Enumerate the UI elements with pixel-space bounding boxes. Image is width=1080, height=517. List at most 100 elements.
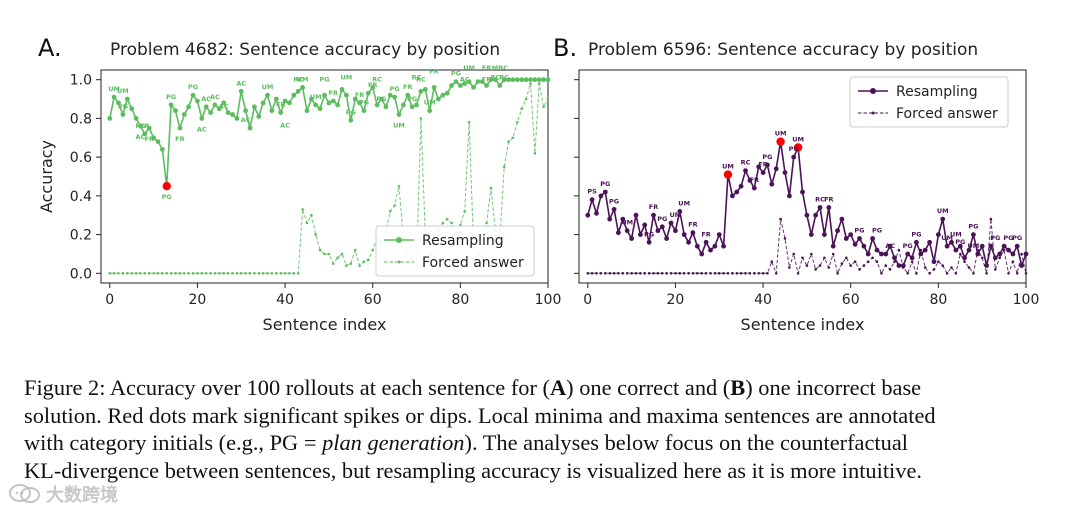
data-point-resampling xyxy=(773,166,779,172)
data-point-resampling xyxy=(681,232,687,238)
data-point-resampling xyxy=(203,104,209,110)
data-point-resampling xyxy=(396,112,402,117)
data-point-forced-answer xyxy=(827,266,831,269)
chart-title: Problem 4682: Sentence accuracy by posit… xyxy=(110,40,500,60)
data-point-resampling xyxy=(383,104,389,110)
data-point-resampling xyxy=(979,243,985,249)
point-annotation: PG xyxy=(955,238,965,246)
point-annotation: PG xyxy=(903,242,913,250)
data-point-forced-answer xyxy=(954,272,958,275)
data-point-forced-answer xyxy=(682,272,686,275)
data-point-forced-answer xyxy=(884,264,888,267)
data-point-resampling xyxy=(195,98,200,104)
point-annotation: FR xyxy=(758,161,767,169)
data-point-resampling xyxy=(344,92,349,98)
caption-segment: Figure 2: Accuracy over 100 rollouts at … xyxy=(24,375,550,400)
point-annotation: PG xyxy=(657,215,667,223)
data-point-resampling xyxy=(287,100,292,106)
data-point-forced-answer xyxy=(766,272,769,275)
point-annotation: PG xyxy=(188,83,198,91)
data-point-resampling xyxy=(387,92,393,98)
data-point-resampling xyxy=(1006,247,1011,253)
data-point-forced-answer xyxy=(117,272,120,275)
data-point-resampling xyxy=(756,164,762,170)
point-annotation: RC xyxy=(815,195,825,203)
data-point-forced-answer xyxy=(367,258,370,262)
data-point-resampling xyxy=(471,85,476,90)
data-point-resampling xyxy=(273,96,279,102)
point-annotation: UM xyxy=(108,85,120,93)
data-point-forced-answer xyxy=(174,272,177,275)
data-point-resampling xyxy=(629,236,634,241)
data-point-forced-answer xyxy=(288,272,291,275)
data-point-resampling xyxy=(791,154,797,160)
data-point-resampling xyxy=(751,185,757,191)
data-point-forced-answer xyxy=(507,140,510,143)
point-annotation: UM xyxy=(678,199,690,207)
data-point-forced-answer xyxy=(397,184,401,188)
data-point-resampling xyxy=(405,92,411,98)
data-point-forced-answer xyxy=(345,264,348,267)
data-point-resampling xyxy=(703,239,709,245)
data-point-resampling xyxy=(409,104,415,110)
y-tick-label: 0.8 xyxy=(70,111,92,127)
data-point-resampling xyxy=(716,232,722,238)
data-point-forced-answer xyxy=(779,217,782,221)
data-point-resampling xyxy=(673,228,678,234)
data-point-forced-answer xyxy=(441,221,445,225)
data-point-forced-answer xyxy=(546,97,550,101)
data-point-resampling xyxy=(199,116,205,121)
data-point-resampling xyxy=(422,87,428,92)
caption-segment: B xyxy=(730,375,746,400)
caption-segment: with category initials (e.g., PG = xyxy=(24,430,323,455)
data-point-forced-answer xyxy=(353,248,357,252)
data-point-forced-answer xyxy=(253,272,256,275)
data-point-resampling xyxy=(721,243,726,249)
data-point-resampling xyxy=(966,247,972,253)
data-point-resampling xyxy=(848,232,854,238)
data-point-forced-answer xyxy=(617,272,620,275)
data-point-resampling xyxy=(708,247,713,253)
data-point-resampling xyxy=(252,104,257,110)
data-point-forced-answer xyxy=(985,272,988,275)
data-point-forced-answer xyxy=(533,152,537,155)
data-point-resampling xyxy=(260,100,266,106)
legend-label: Resampling xyxy=(896,84,978,100)
data-point-forced-answer xyxy=(542,105,545,109)
chat-bubble-icon xyxy=(9,484,40,503)
data-point-resampling xyxy=(120,112,126,117)
data-point-forced-answer xyxy=(735,272,739,275)
data-point-forced-answer xyxy=(231,272,234,275)
data-point-resampling xyxy=(317,106,323,112)
data-point-forced-answer xyxy=(858,268,861,271)
data-point-resampling xyxy=(107,116,113,121)
x-tick-label: 20 xyxy=(666,292,684,308)
data-point-resampling xyxy=(488,77,494,83)
point-annotation: UM xyxy=(393,122,405,130)
data-point-forced-answer xyxy=(757,272,760,275)
data-point-forced-answer xyxy=(893,260,896,264)
data-point-forced-answer xyxy=(332,262,335,265)
data-point-resampling xyxy=(914,239,919,245)
data-point-forced-answer xyxy=(112,272,116,275)
data-point-resampling xyxy=(160,147,165,152)
figure-caption: Figure 2: Accuracy over 100 rollouts at … xyxy=(24,374,1064,484)
data-point-forced-answer xyxy=(222,272,225,275)
point-annotation: PG xyxy=(135,122,145,130)
data-point-resampling xyxy=(1001,243,1007,249)
data-point-forced-answer xyxy=(275,272,278,275)
data-point-resampling xyxy=(922,247,928,253)
data-point-forced-answer xyxy=(296,272,300,275)
data-point-resampling xyxy=(857,236,862,241)
y-axis-label: Accuracy xyxy=(37,140,56,213)
legend: Resampling Forced answer xyxy=(375,225,535,277)
data-point-forced-answer xyxy=(604,272,607,275)
data-point-resampling xyxy=(370,85,376,90)
data-point-resampling xyxy=(493,77,498,83)
data-point-resampling xyxy=(992,255,998,261)
data-point-forced-answer xyxy=(866,260,870,264)
data-point-forced-answer xyxy=(134,272,138,275)
point-annotation: PG xyxy=(609,197,619,205)
data-point-forced-answer xyxy=(739,272,743,275)
